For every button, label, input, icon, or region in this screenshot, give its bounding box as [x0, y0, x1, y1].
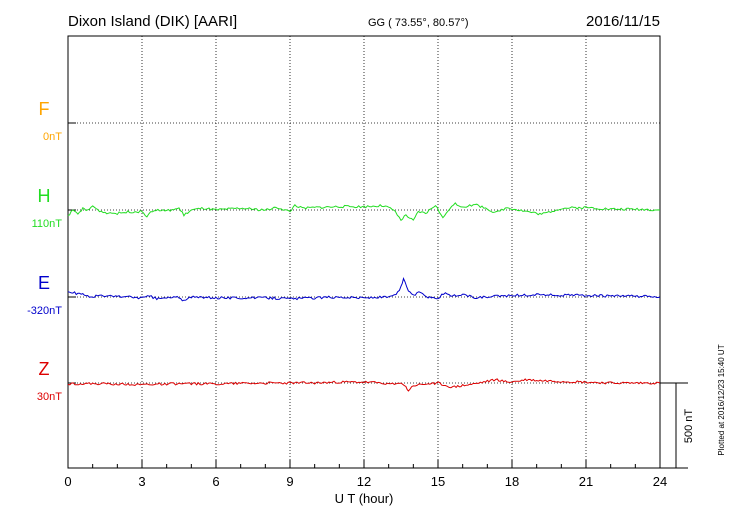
x-tick-label: 3 [138, 474, 145, 489]
x-tick-label: 12 [357, 474, 371, 489]
channel-label-H: H [38, 186, 51, 206]
x-axis: 0 3 6 9 12 15 18 21 24 [64, 460, 667, 489]
date-label: 2016/11/15 [586, 13, 660, 30]
x-tick-label: 15 [431, 474, 445, 489]
x-tick-label: 21 [579, 474, 593, 489]
station-title: Dixon Island (DIK) [AARI] [68, 13, 237, 30]
channel-baseline-Z: 30nT [37, 391, 62, 403]
series-E [67, 277, 661, 302]
channel-baseline-H: 110nT [32, 218, 63, 230]
channel-baseline-E: -320nT [27, 305, 62, 317]
series-group [67, 202, 661, 392]
x-axis-label: U T (hour) [335, 491, 394, 506]
grid [68, 36, 660, 468]
plotted-timestamp: Plotted at 2016/12/23 15:40 UT [717, 344, 726, 455]
x-tick-label: 24 [653, 474, 667, 489]
channel-label-E: E [38, 273, 50, 293]
x-tick-label: 9 [286, 474, 293, 489]
scale-bar-label: 500 nT [683, 409, 695, 444]
series-H [67, 202, 661, 222]
x-tick-label: 6 [212, 474, 219, 489]
scale-bar: 500 nT [660, 382, 695, 469]
channel-label-Z: Z [39, 359, 50, 379]
coords-label: GG ( 73.55°, 80.57°) [368, 17, 469, 29]
channel-baseline-F: 0nT [43, 131, 62, 143]
x-tick-label: 0 [64, 474, 71, 489]
x-tick-label: 18 [505, 474, 519, 489]
series-Z [67, 378, 661, 392]
channel-labels: F 0nT H 110nT E -320nT Z 30nT [27, 99, 62, 403]
channel-label-F: F [39, 99, 50, 119]
